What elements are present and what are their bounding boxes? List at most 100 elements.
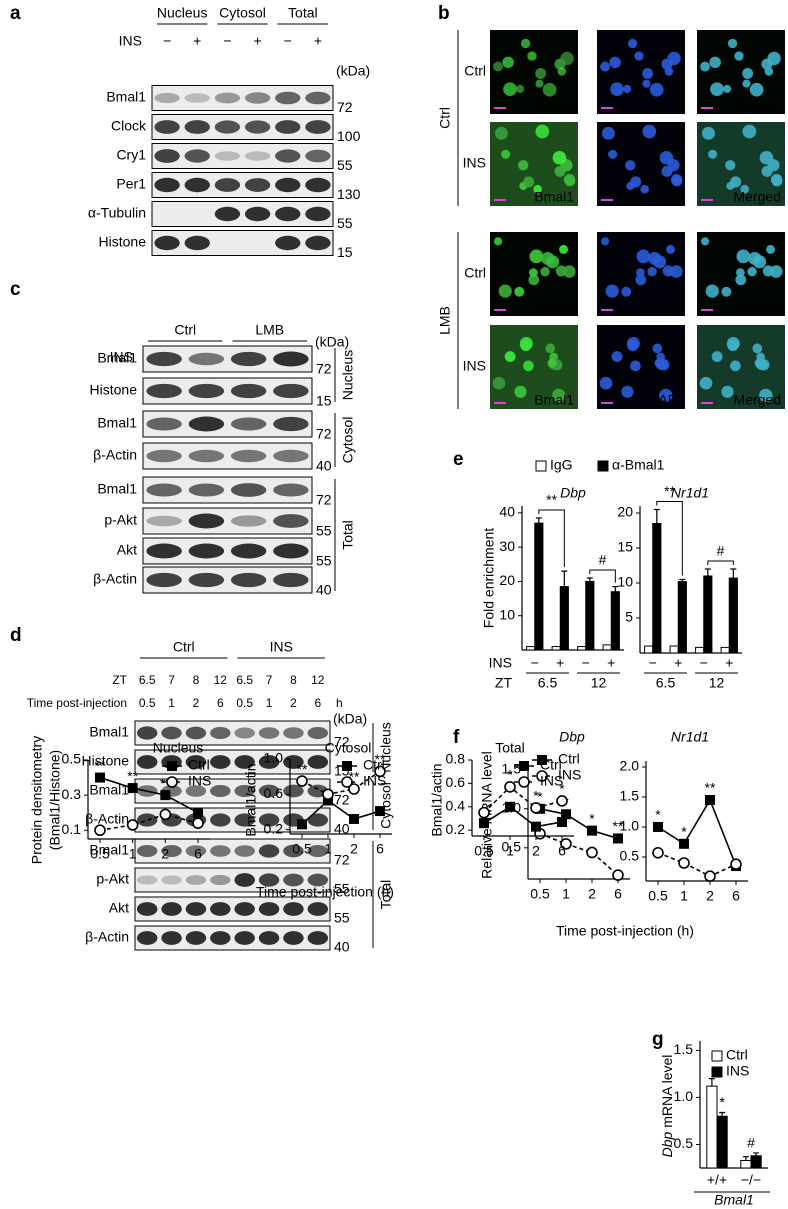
blot-band [273,416,309,432]
blot-band [244,206,271,222]
data-point [126,819,139,831]
cell [636,268,645,277]
blot-band [258,902,280,916]
kda-label: 100 [337,128,361,144]
blot-band [283,931,304,945]
y-axis-label: Protein densitometry [29,736,45,864]
cell [605,284,619,298]
kda-label: 40 [316,582,332,598]
series-line [483,785,563,814]
blot-band [210,784,231,798]
error-bar [586,577,593,582]
cell [725,160,736,171]
data-point [705,795,715,805]
legend-marker [341,776,353,788]
cell [552,150,567,165]
y-tick-label: 1.5 [674,1041,694,1057]
blot-band [273,383,309,399]
cell [529,249,544,264]
cell [519,336,533,350]
blot-band [161,931,182,945]
section-label: Total [340,520,356,550]
error-bar [704,568,711,576]
group-label: 6.5 [656,675,676,691]
row-label: Akt [109,900,129,916]
row-label: INS [463,155,486,171]
blot-band [258,755,280,769]
row-label: Bmal1 [89,724,129,740]
blot-band [136,875,158,885]
significance: * [719,1094,725,1110]
chart-title: Nr1d1 [671,729,709,745]
kda-label: 40 [334,821,350,837]
blot-band [188,383,225,399]
y-axis-label: Fold enrichment [481,528,497,628]
data-point [375,806,385,817]
series-line [657,798,737,867]
row-label: α-Tubulin [88,205,146,221]
blot-band [146,417,182,431]
channel-label: DAPI [648,299,681,315]
legend-marker [536,770,548,782]
treatment-sign: − [163,33,171,49]
treatment-sign: + [314,33,322,49]
cell [708,149,718,159]
significance: * [589,810,595,826]
cell [769,265,783,278]
cell [635,274,647,286]
error-bar [535,517,542,524]
cell [560,51,574,66]
cell [630,176,642,188]
time-value: 2 [193,696,200,710]
legend-swatch [597,460,609,472]
blot-band [136,902,158,916]
blot-band [146,572,182,588]
y-axis-label: Bmal1/actin [243,763,259,836]
treatment-label: INS [110,349,133,365]
kda-label: 72 [337,99,353,115]
cell [761,165,773,177]
x-tick-label: − [700,655,708,671]
y-tick-label: 10 [617,574,633,590]
blot-band [305,235,331,251]
significance: ** [127,768,138,784]
cell [730,176,742,188]
blot-band [185,785,207,797]
blot-band [210,813,231,827]
cell [752,255,767,269]
blot-band [234,813,255,827]
cell [623,84,632,93]
blot-band [210,902,231,916]
y-tick-label: 15 [617,539,633,555]
panel-letter: c [10,279,21,300]
bar [652,523,662,654]
kda-label: 55 [316,553,332,569]
blot-band [154,235,180,251]
zt-value: 6.5 [236,673,253,687]
x-tick-label: 0.5 [530,886,550,902]
section-label: Total [378,880,394,910]
time-value: 0.5 [139,696,156,710]
significance: ** [160,775,171,791]
error-bar [612,585,619,592]
significance: * [655,807,661,823]
time-value: 6 [314,696,321,710]
x-axis-label: Time post-injection (h) [556,923,694,939]
channel-label: Bmal1 [534,299,574,315]
bar [526,646,536,651]
blot-band [275,177,301,193]
blot-band [258,873,280,887]
data-point [505,801,515,812]
blot-band [154,149,180,163]
blot-band [307,726,329,740]
cell [636,249,651,264]
cell [557,67,567,76]
legend-label: Ctrl [558,751,580,767]
time-unit: h [336,696,343,710]
legend-label: INS [540,773,563,789]
kda-label: 130 [337,186,361,202]
blot-band [146,543,182,559]
x-tick-label: + [607,655,615,671]
blot-band [234,902,255,916]
legend-label: Ctrl [540,757,562,773]
